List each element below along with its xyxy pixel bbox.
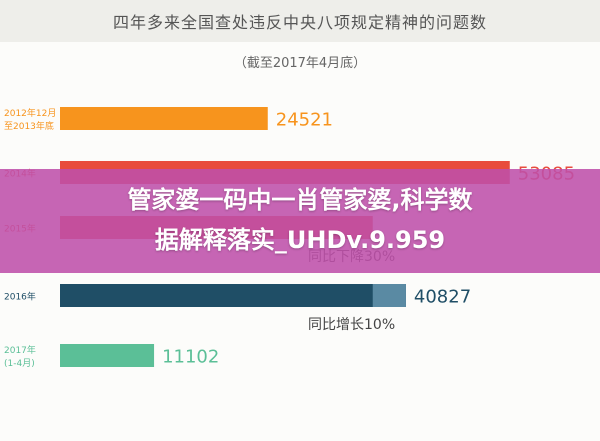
category-label: 2016年 xyxy=(4,291,36,303)
title-bar: 四年多来全国查处违反中央八项规定精神的问题数 xyxy=(0,0,600,42)
overlay-caption: 管家婆一码中一肖管家婆,科学数 据解释落实_UHDv.9.959 xyxy=(0,180,600,260)
overlay-band xyxy=(0,169,600,273)
chart-subtitle: （截至2017年4月底） xyxy=(233,56,367,71)
value-label: 24521 xyxy=(276,110,333,131)
value-label: 11102 xyxy=(162,347,219,368)
category-label: 2017年 xyxy=(4,344,36,356)
bar xyxy=(60,107,268,130)
chart-title: 四年多来全国查处违反中央八项规定精神的问题数 xyxy=(112,13,487,32)
overlay-caption-line1: 管家婆一码中一肖管家婆,科学数 xyxy=(127,186,473,214)
category-label: 至2013年底 xyxy=(4,120,54,132)
bar-remainder xyxy=(372,284,406,307)
bar xyxy=(60,284,406,307)
annotation-label: 同比增长10% xyxy=(308,317,395,333)
overlay-caption-line2: 据解释落实_UHDv.9.959 xyxy=(154,226,446,254)
category-label: (1-4月) xyxy=(4,358,35,369)
category-label: 2012年12月 xyxy=(4,107,56,119)
value-label: 40827 xyxy=(414,287,471,308)
bar xyxy=(60,344,155,367)
